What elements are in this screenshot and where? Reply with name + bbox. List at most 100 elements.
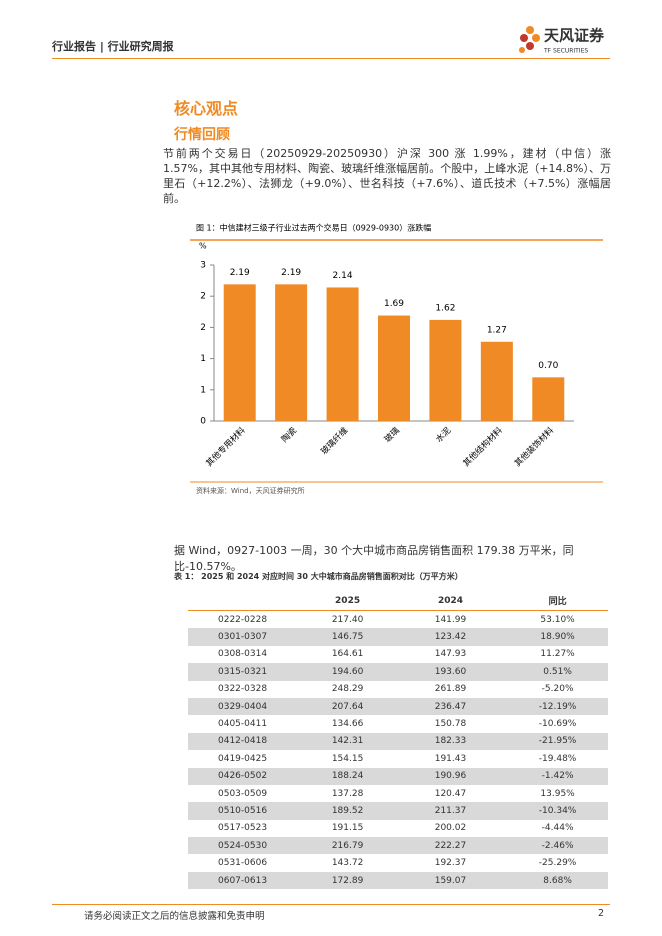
data-label: 2.19	[281, 268, 301, 278]
data-label: 1.69	[384, 299, 404, 309]
table-row: 0308-0314 164.61 147.93 11.27%	[188, 646, 608, 663]
table-row: 0524-0530 216.79 222.27 -2.46%	[188, 837, 608, 855]
table-cell: 11.27%	[540, 649, 575, 660]
subsection-title: 行情回顾	[174, 127, 230, 143]
x-tick-label: 其他专用材料	[204, 425, 248, 469]
table-row: 0222-0228 217.40 141.99 53.10%	[188, 611, 608, 629]
table-cell: 154.15	[331, 753, 364, 764]
y-tick-label: 2	[200, 292, 206, 302]
table-row: 0329-0404 207.64 236.47 -12.19%	[188, 697, 608, 716]
table-cell: 146.75	[331, 632, 364, 643]
bar	[532, 377, 565, 421]
table-row: 0315-0321 194.60 193.60 0.51%	[188, 663, 608, 681]
table-cell: -21.95%	[538, 736, 577, 747]
table-cell: 164.61	[331, 649, 364, 660]
chart-title: 图 1：中信建材三级子行业过去两个交易日（0929-0930）涨跌幅	[196, 223, 431, 233]
table-cell: -4.44%	[541, 823, 574, 834]
table-cell: 261.89	[434, 684, 467, 695]
table-cell: 0426-0502	[218, 771, 268, 782]
header-cell: 2025	[335, 595, 361, 606]
footer-rule	[52, 904, 610, 905]
x-tick-label: 其他装饰材料	[512, 425, 556, 469]
table-cell: 159.07	[434, 875, 467, 886]
table-cell: 18.90%	[540, 632, 575, 643]
table-cell: 0419-0425	[218, 753, 268, 764]
logo: 天风证券 TF SECURITIES	[519, 26, 605, 55]
table-cell: 53.10%	[540, 614, 575, 625]
table-cell: 0405-0411	[218, 719, 268, 730]
table-cell: -10.34%	[538, 805, 577, 816]
table-cell: 120.47	[434, 788, 467, 799]
table-cell: 236.47	[434, 701, 467, 712]
table-cell: 222.27	[434, 840, 467, 851]
page-number: 2	[598, 908, 605, 919]
table-row: 0301-0307 146.75 123.42 18.90%	[188, 628, 608, 646]
table-cell: 211.37	[434, 805, 467, 816]
table-row: 0531-0606 143.72 192.37 -25.29%	[188, 854, 608, 871]
table-cell: 190.96	[434, 771, 467, 782]
table-row: 0607-0613 172.89 159.07 8.68%	[188, 871, 608, 890]
table-cell: 207.64	[331, 701, 364, 712]
source: 资料来源：Wind，天风证券研究所	[196, 486, 305, 495]
table-cell: 0.51%	[543, 666, 572, 677]
x-tick-label: 陶瓷	[279, 425, 299, 445]
table-row: 0322-0328 248.29 261.89 -5.20%	[188, 681, 608, 698]
table-cell: 134.66	[331, 719, 364, 730]
table-cell: 0301-0307	[218, 632, 268, 643]
table-row: 0503-0509 137.28 120.47 13.95%	[188, 785, 608, 802]
data-label: 0.70	[538, 361, 558, 371]
table-cell: 137.28	[331, 788, 364, 799]
table-caption: 表 1： 2025 和 2024 对应时间 30 大中城市商品房销售面积对比（万…	[174, 572, 463, 581]
table-cell: -2.46%	[541, 840, 574, 851]
table-row: 0426-0502 188.24 190.96 -1.42%	[188, 767, 608, 785]
header-cell: 2024	[437, 595, 463, 606]
header-row: 2025 2024 同比	[188, 591, 608, 611]
table: 2025 2024 同比 0222-0228 217.40 141.99 53.10% 030…	[188, 591, 608, 890]
x-tick-label: 玻璃纤维	[319, 425, 351, 457]
table-cell: 0308-0314	[218, 649, 268, 660]
table-row: 0405-0411 134.66 150.78 -10.69%	[188, 715, 608, 732]
table-cell: 193.60	[434, 666, 467, 677]
table-cell: 0517-0523	[218, 823, 268, 834]
table-cell: 216.79	[331, 840, 364, 851]
table-cell: 150.78	[434, 719, 467, 730]
table-row: 0510-0516 189.52 211.37 -10.34%	[188, 802, 608, 820]
y-axis-label: %	[199, 242, 207, 251]
y-tick-label: 2	[200, 323, 206, 333]
table-cell: 248.29	[331, 684, 364, 695]
table-cell: 0322-0328	[218, 684, 268, 695]
data-label: 2.19	[230, 268, 250, 278]
table-cell: 189.52	[331, 805, 364, 816]
table-cell: 0412-0418	[218, 736, 268, 747]
table-cell: 0315-0321	[218, 666, 268, 677]
y-tick-label: 3	[200, 261, 206, 271]
y-tick-label: 0	[200, 417, 206, 427]
x-tick-label: 其他结构材料	[461, 425, 505, 469]
bar	[223, 284, 256, 421]
bar	[480, 341, 513, 421]
paragraph: 据 Wind，0927-1003 一周，30 个大中城市商品房销售面积 179.…	[174, 544, 574, 573]
table-cell: 8.68%	[543, 875, 572, 886]
bar	[378, 315, 410, 421]
table-row: 0517-0523 191.15 200.02 -4.44%	[188, 820, 608, 837]
data-label: 1.62	[435, 303, 455, 313]
header-cell	[188, 591, 301, 611]
brand: 天风证券	[544, 27, 605, 45]
table-row: 0419-0425 154.15 191.43 -19.48%	[188, 750, 608, 767]
table-cell: 0524-0530	[218, 840, 268, 851]
x-tick-label: 玻璃	[382, 425, 402, 445]
table-cell: -5.20%	[541, 684, 574, 695]
table-cell: 142.31	[331, 736, 364, 747]
y-tick-label: 1	[200, 385, 206, 395]
table-cell: -25.29%	[538, 858, 577, 869]
chart: 图 1：中信建材三级子行业过去两个交易日（0929-0930）涨跌幅% 0 1 1 2 2…	[190, 223, 603, 495]
table-cell: 0329-0404	[218, 701, 268, 712]
table-cell: 0510-0516	[218, 805, 268, 816]
brand-en: TF SECURITIES	[543, 48, 588, 55]
table-cell: 0607-0613	[218, 875, 268, 886]
table-cell: 123.42	[434, 632, 467, 643]
table-cell: 13.95%	[540, 788, 575, 799]
header-cell: 同比	[548, 597, 567, 607]
table-cell: -19.48%	[538, 753, 577, 764]
